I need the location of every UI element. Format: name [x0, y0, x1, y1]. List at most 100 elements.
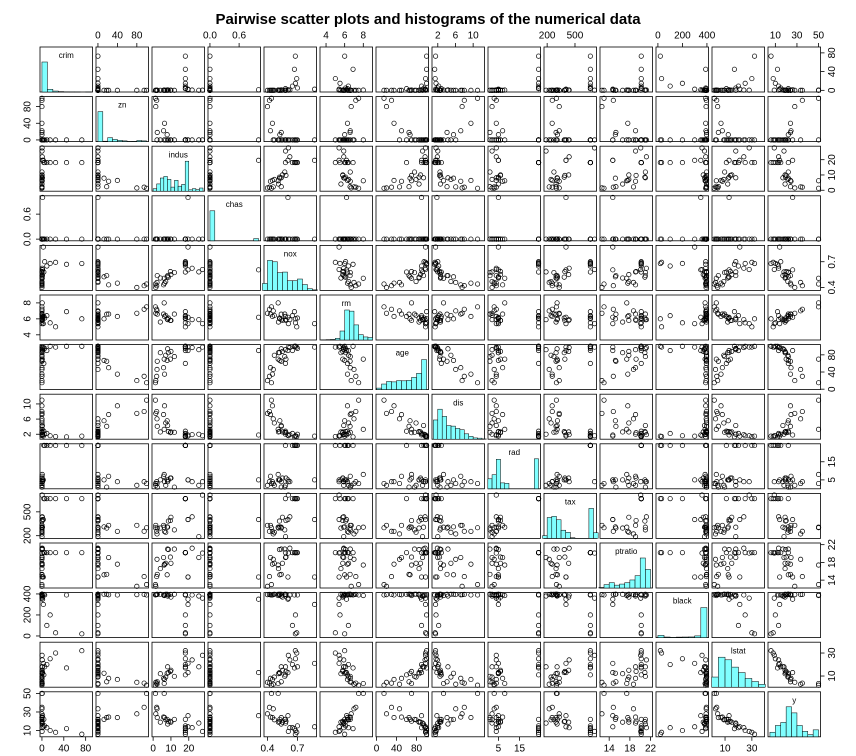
- point: [638, 137, 644, 143]
- panel-frame: [95, 492, 149, 539]
- point: [735, 622, 742, 629]
- point: [633, 675, 639, 681]
- point: [733, 422, 739, 429]
- point: [630, 308, 637, 314]
- panel-frame: [543, 294, 597, 341]
- point: [95, 309, 101, 315]
- point: [722, 87, 728, 93]
- point: [749, 236, 755, 242]
- point: [461, 97, 467, 103]
- panel-frame: [487, 492, 541, 539]
- point: [562, 554, 568, 560]
- point: [723, 496, 729, 502]
- point: [44, 160, 50, 166]
- point: [152, 236, 158, 242]
- point: [406, 423, 412, 429]
- point: [713, 562, 719, 568]
- point: [491, 397, 497, 403]
- point: [268, 304, 274, 310]
- point: [396, 236, 403, 242]
- point: [587, 309, 593, 315]
- hist-bar: [391, 381, 397, 390]
- point: [703, 178, 709, 184]
- point: [106, 282, 112, 288]
- point: [134, 87, 140, 93]
- point: [448, 312, 454, 319]
- point: [726, 274, 732, 280]
- point: [679, 80, 685, 86]
- point: [189, 479, 195, 485]
- point: [749, 630, 755, 636]
- panel-frame: [319, 195, 373, 242]
- point: [700, 272, 706, 278]
- point: [772, 612, 778, 618]
- point: [620, 319, 626, 325]
- point: [692, 477, 698, 483]
- panel-frame: [599, 145, 653, 192]
- point: [279, 172, 285, 178]
- point: [287, 545, 293, 551]
- point: [792, 310, 798, 316]
- point: [408, 517, 415, 524]
- point: [391, 236, 397, 242]
- point: [312, 574, 318, 580]
- point: [610, 157, 616, 163]
- variable-label: rad: [508, 448, 520, 457]
- point: [638, 236, 644, 242]
- point: [360, 562, 366, 568]
- point: [345, 622, 351, 629]
- point: [39, 652, 45, 658]
- point: [610, 528, 616, 534]
- point: [433, 80, 439, 86]
- point: [413, 312, 419, 319]
- point: [39, 365, 45, 371]
- point: [633, 668, 639, 674]
- point: [562, 172, 568, 178]
- point: [783, 269, 789, 275]
- point: [207, 316, 213, 322]
- point: [39, 319, 45, 325]
- point: [157, 275, 163, 281]
- point: [468, 280, 474, 286]
- hist-bar: [312, 289, 318, 291]
- panel-frame: [207, 492, 261, 539]
- point: [624, 524, 630, 530]
- point: [196, 664, 202, 670]
- hist-bar: [188, 189, 193, 192]
- point: [171, 354, 177, 360]
- point: [502, 356, 508, 362]
- point: [556, 236, 562, 242]
- point: [154, 358, 160, 364]
- point: [703, 317, 709, 324]
- point: [416, 319, 422, 325]
- hist-bar: [160, 177, 165, 192]
- point: [381, 95, 387, 101]
- point: [553, 275, 559, 281]
- point: [437, 275, 443, 281]
- point: [444, 129, 450, 135]
- point: [553, 397, 559, 403]
- point: [433, 160, 439, 166]
- point: [566, 657, 572, 663]
- point: [207, 272, 213, 278]
- point: [489, 104, 495, 110]
- point: [620, 275, 626, 281]
- panel-frame: [151, 46, 205, 93]
- point: [816, 480, 822, 487]
- point: [433, 316, 439, 322]
- hist-bar: [136, 140, 142, 142]
- point: [459, 310, 465, 316]
- panel-frame: [767, 294, 821, 341]
- hist-bar: [406, 380, 412, 390]
- point: [816, 426, 822, 432]
- point: [134, 592, 140, 598]
- point: [500, 128, 506, 134]
- point: [776, 514, 782, 520]
- point: [703, 309, 709, 315]
- point: [798, 556, 804, 562]
- panel-frame: [39, 195, 93, 242]
- point: [468, 561, 474, 567]
- point: [411, 270, 418, 276]
- point: [95, 350, 101, 356]
